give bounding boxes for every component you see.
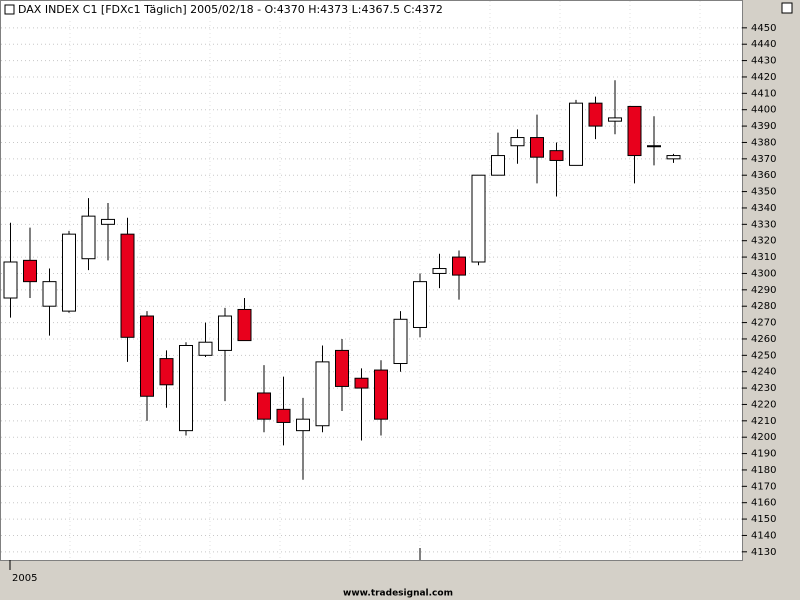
candle-body	[666, 155, 681, 160]
y-tick-label: 4150	[751, 514, 776, 525]
candle-body	[315, 361, 330, 427]
candle-body	[159, 358, 174, 386]
candle-body	[452, 256, 466, 276]
y-tick-label: 4280	[751, 301, 776, 312]
candle-body	[335, 349, 349, 387]
y-tick-label: 4440	[751, 39, 776, 50]
candle-body	[569, 102, 583, 166]
y-tick-label: 4390	[751, 121, 776, 132]
candle-body	[62, 233, 76, 312]
y-tick-label: 4170	[751, 481, 776, 492]
candle-body	[237, 308, 252, 342]
candle-body	[198, 341, 213, 356]
y-tick-label: 4190	[751, 449, 776, 460]
plot-area	[0, 0, 743, 561]
y-tick-label: 4270	[751, 318, 776, 329]
y-tick-label: 4160	[751, 498, 776, 509]
candle-body	[393, 318, 408, 365]
candle-body	[354, 377, 369, 389]
y-tick-label: 4260	[751, 334, 776, 345]
candle-body	[491, 155, 505, 176]
y-tick-label: 4340	[751, 203, 776, 214]
y-tick-label: 4300	[751, 268, 776, 279]
footer: www.tradesignal.com	[343, 589, 453, 599]
y-tick-label: 4240	[751, 367, 776, 378]
candle-body	[510, 137, 525, 147]
candle-body	[374, 369, 388, 420]
y-tick-label: 4140	[751, 530, 776, 541]
y-tick-label: 4330	[751, 219, 776, 230]
title-box	[2, 2, 178, 18]
candle-body	[471, 174, 486, 263]
y-tick-label: 4220	[751, 399, 776, 410]
candles	[3, 80, 681, 480]
y-tick-label: 4360	[751, 170, 776, 181]
candle-body	[42, 281, 57, 307]
candle-body	[588, 102, 603, 127]
y-tick-label: 4380	[751, 137, 776, 148]
candle-body	[140, 315, 154, 397]
candle-body	[101, 218, 115, 225]
candle-body	[608, 117, 622, 122]
y-tick-label: 4410	[751, 88, 776, 99]
window-button[interactable]	[781, 2, 793, 14]
title-icon	[4, 4, 15, 15]
y-tick-label: 4130	[751, 547, 776, 558]
y-tick-label: 4370	[751, 154, 776, 165]
candle-body	[3, 261, 18, 299]
y-tick-label: 4210	[751, 416, 776, 427]
y-tick-label: 4320	[751, 236, 776, 247]
candle-body	[276, 408, 291, 423]
y-tick-label: 4350	[751, 187, 776, 198]
candle-body	[549, 150, 564, 161]
candle-body	[296, 418, 310, 432]
y-tick-label: 4230	[751, 383, 776, 394]
y-tick-label: 4290	[751, 285, 776, 296]
y-tick-label: 4250	[751, 350, 776, 361]
chart-title: DAX INDEX C1 [FDXc1 Täglich] 2005/02/18 …	[18, 3, 443, 16]
y-tick-label: 4430	[751, 56, 776, 67]
candle-body	[218, 315, 232, 351]
candle-body	[647, 145, 661, 148]
candle-body	[432, 268, 447, 274]
candle-body	[120, 233, 135, 338]
y-tick-label: 4310	[751, 252, 776, 263]
candle-body	[257, 392, 271, 420]
candle-body	[413, 281, 427, 328]
candle-body	[530, 137, 544, 158]
y-tick-label: 4420	[751, 72, 776, 83]
candle-body	[81, 215, 96, 260]
y-tick-label: 4400	[751, 105, 776, 116]
x-axis-label: 2005	[12, 573, 37, 584]
candle-body	[23, 259, 37, 283]
candle-body	[179, 344, 193, 432]
y-tick-label: 4200	[751, 432, 776, 443]
y-tick-label: 4450	[751, 23, 776, 34]
y-tick-label: 4180	[751, 465, 776, 476]
candle-body	[627, 105, 642, 157]
